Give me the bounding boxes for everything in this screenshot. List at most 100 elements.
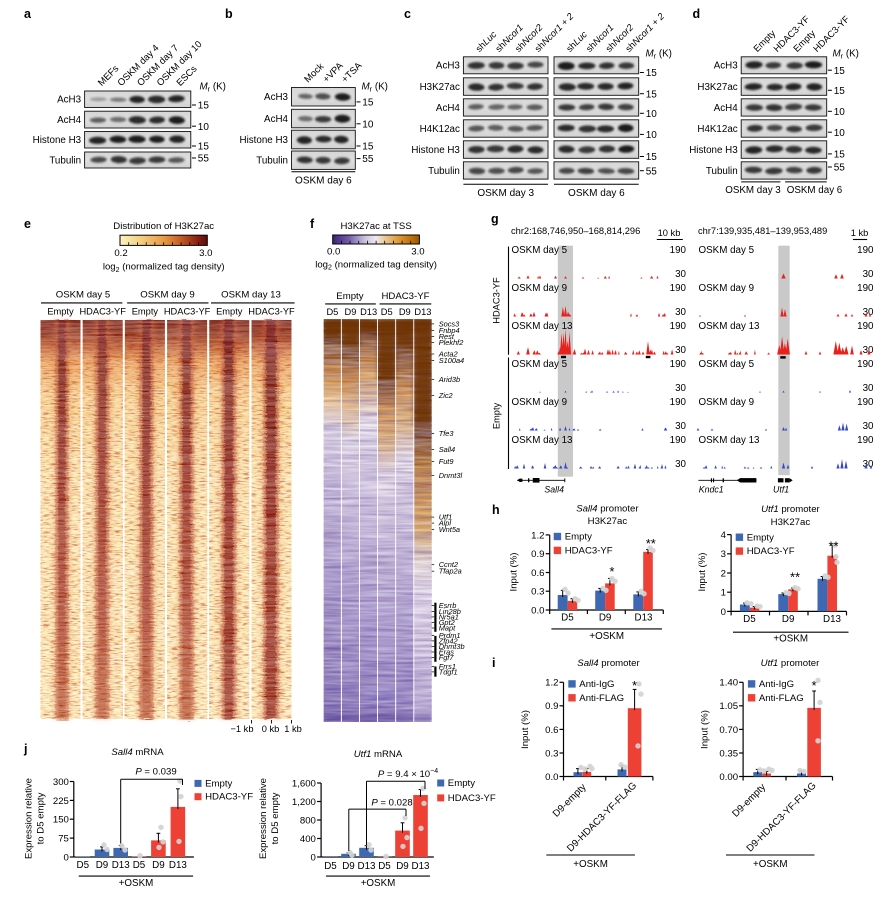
svg-text:0.6: 0.6	[531, 568, 544, 579]
svg-text:1 kb: 1 kb	[851, 228, 869, 238]
svg-text:1.2: 1.2	[545, 678, 558, 689]
svg-text:190: 190	[670, 397, 687, 408]
svg-text:2: 2	[721, 568, 726, 579]
svg-text:Empty: Empty	[492, 402, 502, 429]
svg-text:**: **	[646, 536, 656, 551]
svg-text:+OSKM: +OSKM	[773, 633, 808, 644]
svg-text:1,600: 1,600	[292, 778, 316, 789]
svg-text:Input (%): Input (%)	[509, 553, 520, 592]
svg-text:D13: D13	[635, 612, 654, 623]
svg-text:800: 800	[300, 815, 316, 826]
svg-text:Nr5a1: Nr5a1	[439, 612, 459, 621]
svg-text:Utf1 promoter: Utf1 promoter	[761, 658, 820, 669]
svg-text:+OSKM: +OSKM	[589, 631, 624, 642]
svg-text:−1 kb: −1 kb	[230, 724, 253, 734]
svg-text:D9: D9	[345, 307, 357, 317]
svg-text:g: g	[491, 212, 499, 226]
svg-text:D5: D5	[378, 861, 391, 872]
svg-text:Tfe3: Tfe3	[439, 429, 455, 438]
svg-text:0.2: 0.2	[114, 248, 127, 259]
svg-text:75: 75	[58, 834, 69, 845]
svg-text:D13: D13	[360, 307, 377, 317]
svg-text:Mr (K): Mr (K)	[362, 82, 388, 94]
svg-text:h: h	[492, 503, 500, 517]
svg-text:10 kb: 10 kb	[658, 228, 681, 238]
svg-text:OSKM day 5: OSKM day 5	[56, 290, 110, 301]
svg-text:b: b	[225, 7, 233, 21]
svg-text:Mapt: Mapt	[439, 623, 456, 632]
svg-text:30: 30	[675, 421, 686, 432]
svg-text:OSKM day 13: OSKM day 13	[699, 321, 761, 332]
svg-text:15: 15	[834, 66, 846, 77]
svg-text:HDAC3-YF: HDAC3-YF	[205, 792, 253, 803]
svg-text:to D5 empty: to D5 empty	[270, 792, 281, 844]
svg-text:Anti-IgG: Anti-IgG	[759, 679, 794, 690]
svg-text:Ccnt2: Ccnt2	[439, 560, 458, 569]
svg-text:D5: D5	[381, 307, 393, 317]
svg-text:Plekhf2: Plekhf2	[439, 338, 464, 347]
svg-text:Input (%): Input (%)	[700, 710, 711, 749]
svg-text:Fut9: Fut9	[439, 457, 454, 466]
svg-text:0.35: 0.35	[719, 748, 738, 759]
svg-text:OSKM day 13: OSKM day 13	[512, 435, 574, 446]
svg-text:D5: D5	[561, 612, 574, 623]
svg-text:10: 10	[362, 119, 374, 130]
svg-text:Fnbp4: Fnbp4	[439, 326, 460, 335]
svg-text:1: 1	[721, 588, 726, 599]
svg-text:15: 15	[646, 152, 658, 163]
svg-text:a: a	[24, 7, 32, 21]
svg-text:HDAC3-YF: HDAC3-YF	[565, 546, 613, 557]
svg-text:0.0: 0.0	[545, 772, 558, 783]
svg-text:chr7:139,935,481–139,953,489: chr7:139,935,481–139,953,489	[698, 226, 827, 236]
svg-text:AcH4: AcH4	[714, 103, 739, 114]
svg-text:Expression relative: Expression relative	[258, 778, 269, 859]
svg-text:3.0: 3.0	[411, 247, 424, 258]
svg-text:30: 30	[863, 459, 874, 470]
svg-text:D5: D5	[77, 860, 90, 871]
svg-text:Input (%): Input (%)	[520, 710, 531, 749]
svg-text:D9: D9	[396, 861, 409, 872]
svg-text:HDAC3-YF: HDAC3-YF	[448, 793, 496, 804]
svg-text:Utf1: Utf1	[773, 485, 789, 495]
svg-text:300: 300	[53, 777, 69, 788]
svg-text:Empty: Empty	[448, 778, 475, 789]
svg-text:OSKM day 13: OSKM day 13	[699, 435, 761, 446]
svg-text:Empty: Empty	[747, 532, 774, 543]
svg-text:OSKM day 5: OSKM day 5	[699, 359, 755, 370]
svg-text:c: c	[404, 7, 411, 21]
svg-text:Alpl: Alpl	[438, 519, 452, 528]
svg-text:OSKM day 3: OSKM day 3	[725, 185, 781, 196]
svg-text:D13: D13	[169, 860, 188, 871]
svg-text:AcH4: AcH4	[436, 103, 461, 114]
svg-text:Prdm1: Prdm1	[439, 631, 461, 640]
svg-text:+OSKM: +OSKM	[361, 878, 396, 889]
svg-text:**: **	[828, 539, 838, 554]
svg-text:D9: D9	[152, 860, 165, 871]
svg-text:Empty: Empty	[565, 532, 592, 543]
svg-text:*: *	[609, 564, 614, 579]
svg-text:H3K27ac: H3K27ac	[697, 82, 737, 93]
svg-text:0: 0	[64, 852, 69, 863]
svg-text:Mr (K): Mr (K)	[646, 49, 672, 61]
svg-text:10: 10	[198, 122, 210, 133]
svg-text:HDAC3-YF: HDAC3-YF	[747, 546, 795, 557]
svg-text:OSKM day 6: OSKM day 6	[295, 176, 352, 187]
svg-text:D13: D13	[412, 861, 431, 872]
svg-text:Anti-IgG: Anti-IgG	[579, 679, 614, 690]
svg-text:D9: D9	[399, 307, 411, 317]
svg-text:0.0: 0.0	[327, 247, 340, 258]
svg-text:Tubulin: Tubulin	[706, 166, 738, 177]
svg-text:H4K12ac: H4K12ac	[697, 124, 737, 135]
svg-text:30: 30	[675, 459, 686, 470]
svg-text:30: 30	[675, 269, 686, 280]
svg-text:j: j	[23, 742, 27, 756]
svg-text:0.00: 0.00	[719, 772, 738, 783]
svg-text:OSKM day 5: OSKM day 5	[512, 245, 568, 256]
svg-text:15: 15	[362, 98, 374, 109]
svg-text:Kndc1: Kndc1	[699, 485, 724, 495]
svg-text:190: 190	[670, 245, 687, 256]
svg-text:150: 150	[53, 815, 69, 826]
svg-text:D5: D5	[743, 614, 756, 625]
svg-text:Empty: Empty	[216, 307, 243, 317]
svg-text:0.9: 0.9	[531, 549, 544, 560]
